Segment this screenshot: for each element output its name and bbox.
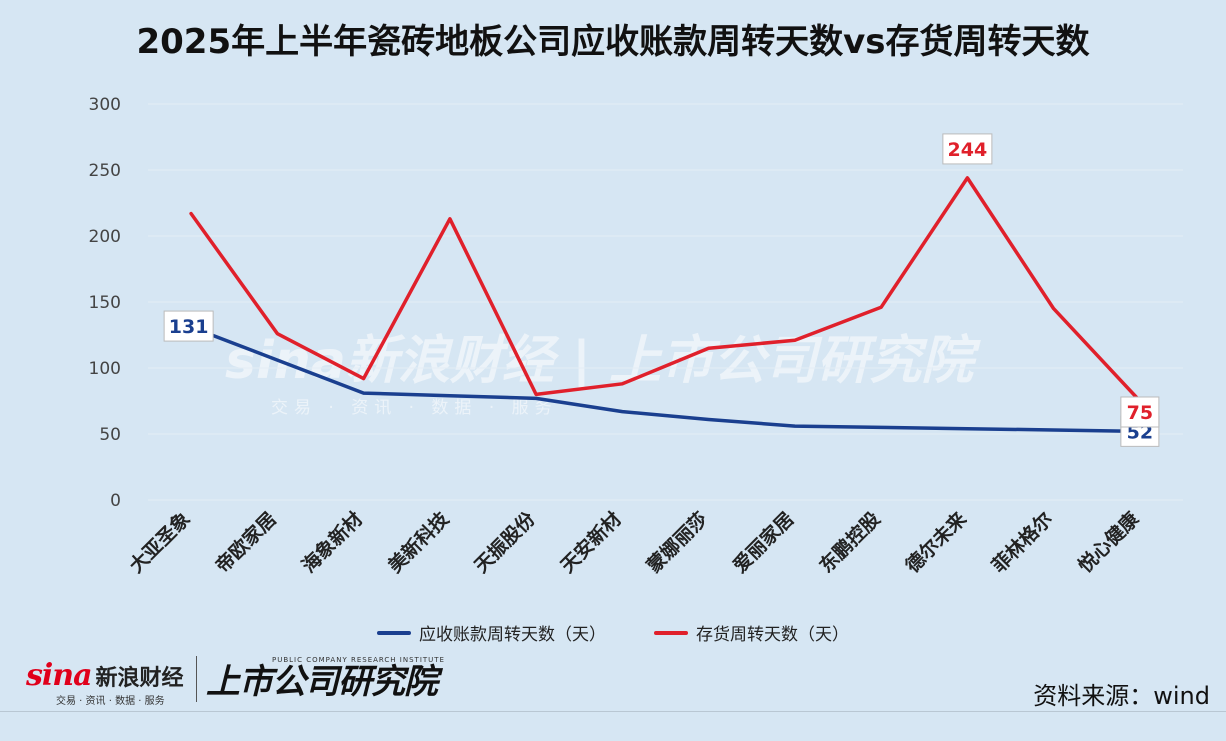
data-label-text: 131 — [169, 316, 209, 338]
sina-finance-name: 新浪财经 — [95, 666, 184, 691]
x-tick-label: 美新科技 — [383, 507, 454, 578]
y-tick-label: 100 — [89, 359, 121, 379]
data-label-box — [163, 310, 214, 342]
footer-divider — [0, 711, 1226, 712]
sina-tagline: 交易 · 资讯 · 数据 · 服务 — [56, 696, 165, 707]
sina-finance-logo: sina 新浪财经 交易 · 资讯 · 数据 · 服务 — [26, 658, 184, 707]
chart-title: 2025年上半年瓷砖地板公司应收账款周转天数vs存货周转天数 — [136, 22, 1090, 62]
data-source: 资料来源：wind — [1033, 682, 1210, 710]
legend-swatch-receivables — [377, 630, 411, 635]
y-tick-label: 250 — [89, 161, 121, 181]
data-label: 75 — [1120, 396, 1160, 428]
data-label-text: 75 — [1127, 402, 1153, 424]
x-tick-label: 天安新材 — [556, 507, 626, 577]
x-tick-label: 菲林格尔 — [987, 507, 1057, 577]
data-label-box — [1120, 396, 1160, 428]
y-tick-label: 150 — [89, 293, 121, 313]
legend-label-inventory: 存货周转天数（天） — [696, 625, 849, 645]
legend-label-receivables: 应收账款周转天数（天） — [419, 625, 606, 645]
series-lines — [189, 176, 1142, 434]
x-tick-label: 海象新材 — [297, 507, 367, 577]
x-tick-label: 悦心健康 — [1073, 507, 1144, 578]
sina-wordmark: sina — [26, 658, 93, 693]
x-tick-label: 大亚圣象 — [125, 507, 195, 577]
x-tick-label: 德尔未来 — [901, 507, 971, 577]
institute-chinese-name: 上市公司研究院 — [206, 662, 438, 702]
research-institute-logo: PUBLIC COMPANY RESEARCH INSTITUTE 上市公司研究… — [206, 656, 445, 700]
series-line-inventory — [189, 176, 1142, 403]
series-line-receivables — [189, 325, 1142, 434]
y-tick-label: 300 — [89, 95, 121, 115]
legend-swatch-inventory — [654, 630, 688, 635]
data-label: 131 — [163, 310, 214, 342]
institute-english-name: PUBLIC COMPANY RESEARCH INSTITUTE — [272, 656, 445, 664]
y-tick-label: 200 — [89, 227, 121, 247]
y-tick-label: 50 — [99, 425, 121, 445]
data-label-box — [942, 133, 993, 165]
x-tick-label: 爱丽家居 — [728, 507, 798, 577]
x-tick-label: 天振股份 — [470, 507, 541, 578]
data-label: 244 — [942, 133, 993, 165]
line-chart: 0 50 100 150 200 250 300 大亚圣象 帝欧家居 海象新材 美新科技 天振股份天… — [89, 95, 1183, 578]
x-tick-label: 蒙娜丽莎 — [642, 507, 712, 577]
y-axis-ticks: 0 50 100 150 200 250 300 — [89, 95, 121, 511]
gridlines — [148, 103, 1183, 501]
logo-divider — [196, 656, 197, 702]
x-tick-label: 帝欧家居 — [211, 507, 281, 577]
data-label-text: 244 — [948, 139, 988, 161]
x-tick-label: 东鹏控股 — [815, 507, 885, 577]
legend: 应收账款周转天数（天） 存货周转天数（天） — [0, 620, 1226, 645]
y-tick-label: 0 — [110, 491, 121, 511]
legend-item-inventory: 存货周转天数（天） — [654, 620, 849, 645]
legend-item-receivables: 应收账款周转天数（天） — [377, 620, 606, 645]
x-axis-ticks: 大亚圣象 帝欧家居 海象新材 美新科技 天振股份 天安新材 蒙娜丽莎 爱丽家居 东鹏控股 德尔未来… — [125, 507, 1144, 578]
